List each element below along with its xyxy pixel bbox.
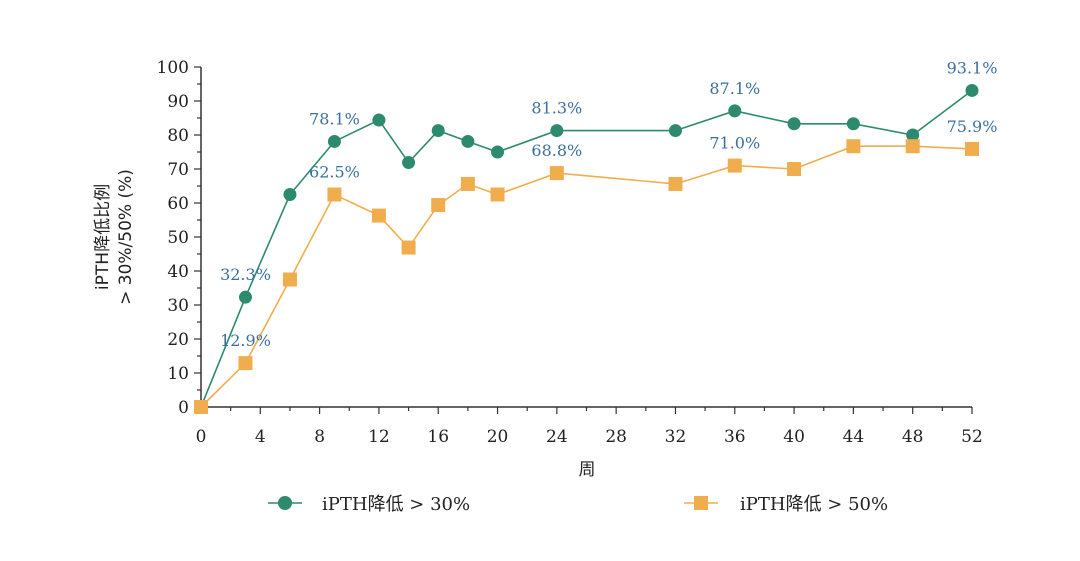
data-point-series-1: [491, 145, 505, 159]
y-axis-title: iPTH降低比例 > 30%/50% (%): [93, 169, 136, 305]
data-label: 71.0%: [709, 134, 760, 153]
data-point-series-1: [787, 117, 801, 131]
y-axis-ticks: 0 10 20 30 40 50 60 70 80 90 100: [157, 58, 201, 418]
y-tick-label: 20: [167, 330, 189, 350]
y-tick-label: 90: [167, 92, 189, 112]
legend-label-series-1: iPTH降低 > 30%: [322, 494, 470, 515]
series-lines: [200, 89, 973, 408]
data-point-series-2: [194, 400, 208, 414]
data-point-series-2: [549, 166, 564, 181]
data-point-series-1: [668, 124, 682, 138]
data-label: 68.8%: [531, 141, 582, 160]
x-tick-label: 24: [546, 427, 568, 447]
data-point-series-1: [431, 124, 445, 138]
data-point-series-2: [460, 176, 475, 191]
x-tick-label: 20: [487, 427, 509, 447]
x-tick-label: 12: [368, 427, 390, 447]
y-tick-label: 60: [167, 194, 189, 214]
x-tick-label: 44: [843, 427, 865, 447]
data-label: 87.1%: [709, 79, 760, 98]
y-tick-label: 0: [178, 398, 189, 418]
data-point-series-1: [402, 156, 416, 170]
data-point-series-2: [905, 139, 920, 154]
y-tick-label: 40: [167, 262, 189, 282]
data-point-series-1: [327, 134, 341, 148]
legend-marker-circle: [278, 496, 292, 510]
data-point-series-2: [327, 187, 342, 202]
x-tick-label: 40: [783, 427, 805, 447]
legend-item-series-2: iPTH降低 > 50%: [684, 494, 888, 515]
y-tick-label: 30: [167, 296, 189, 316]
data-label: 32.3%: [220, 265, 271, 284]
x-tick-label: 0: [196, 427, 207, 447]
data-label: 78.1%: [309, 109, 360, 128]
series-line-2: [200, 145, 973, 408]
data-point-series-1: [550, 124, 564, 138]
x-tick-label: 16: [427, 427, 449, 447]
data-point-series-1: [728, 104, 742, 118]
series-line-1: [200, 89, 973, 408]
x-tick-label: 52: [961, 427, 983, 447]
data-point-series-2: [846, 139, 861, 154]
x-tick-label: 28: [605, 427, 627, 447]
data-point-series-1: [372, 113, 386, 127]
y-axis-title-line-2: > 30%/50% (%): [116, 169, 136, 305]
data-label: 81.3%: [531, 99, 582, 118]
y-tick-label: 100: [157, 58, 189, 78]
data-labels: 32.3% 78.1% 81.3% 87.1% 93.1% 12.9% 62.5% 68.8%…: [220, 58, 997, 350]
data-point-series-2: [490, 187, 505, 202]
data-point-series-2: [727, 158, 742, 173]
y-axis-title-line-1: iPTH降低比例: [93, 184, 113, 290]
legend-marker-square: [694, 496, 708, 510]
data-point-series-2: [965, 141, 979, 156]
data-label: 12.9%: [220, 331, 271, 350]
data-point-series-2: [401, 240, 416, 255]
data-point-series-2: [431, 198, 446, 213]
y-tick-label: 80: [167, 126, 189, 146]
series-markers: [194, 83, 979, 414]
x-axis-title: 周: [579, 460, 596, 480]
x-tick-label: 8: [314, 427, 325, 447]
data-point-series-1: [238, 290, 252, 304]
x-tick-label: 4: [255, 427, 266, 447]
data-point-series-2: [282, 272, 297, 287]
data-point-series-2: [787, 162, 802, 176]
legend-label-series-2: iPTH降低 > 50%: [740, 494, 888, 515]
data-point-series-1: [283, 188, 297, 201]
data-point-series-1: [965, 83, 979, 97]
x-tick-label: 36: [724, 427, 746, 447]
data-point-series-2: [668, 176, 683, 191]
y-tick-label: 10: [167, 364, 189, 384]
data-point-series-1: [846, 117, 860, 131]
y-tick-label: 50: [167, 228, 189, 248]
data-point-series-2: [238, 356, 253, 371]
x-tick-label: 48: [902, 427, 924, 447]
data-label: 62.5%: [309, 163, 360, 182]
data-point-series-1: [461, 134, 475, 148]
data-label: 75.9%: [947, 117, 998, 136]
y-tick-label: 70: [167, 160, 189, 180]
data-point-series-1: [906, 128, 920, 142]
data-label: 93.1%: [947, 58, 998, 77]
legend-item-series-1: iPTH降低 > 30%: [268, 494, 470, 515]
x-axis-ticks: 0 4 8 12 16 20 24 28 32 36 40 44 48 52: [196, 407, 983, 447]
data-point-series-2: [371, 208, 386, 223]
legend: iPTH降低 > 30% iPTH降低 > 50%: [268, 494, 888, 515]
x-tick-label: 32: [665, 427, 687, 447]
